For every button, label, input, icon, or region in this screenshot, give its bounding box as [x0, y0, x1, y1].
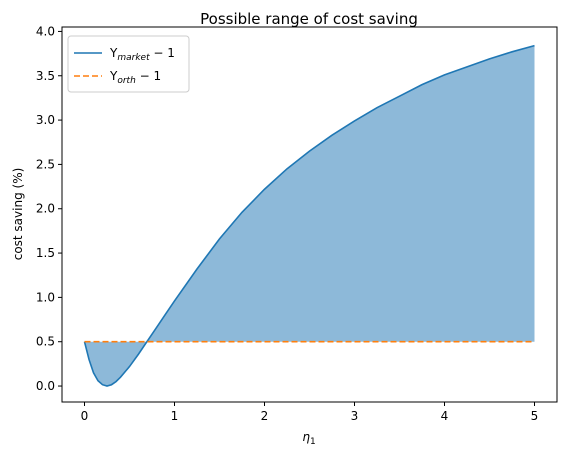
fill-region-layer: [84, 45, 535, 387]
x-axis: 0 1 2 3 4 5: [81, 402, 539, 423]
series-layer: [83, 44, 535, 387]
x-tick-label: 3: [351, 409, 359, 423]
fill-between-area: [84, 45, 535, 387]
y-tick-label: 0.5: [36, 335, 55, 349]
y-tick-label: 4.0: [36, 24, 55, 38]
x-axis-label-subscript: 1: [310, 437, 316, 447]
x-tick-label: 4: [441, 409, 449, 423]
y-axis-label: cost saving (%): [11, 168, 25, 261]
x-tick-label: 5: [531, 409, 539, 423]
y-tick-label: 2.5: [36, 157, 55, 171]
y-axis: 0.0 0.5 1.0 1.5 2.0 2.5 3.0 3.5 4.0: [36, 24, 62, 393]
legend: Ymarket − 1 Yorth − 1: [67, 35, 190, 93]
y-tick-label: 0.0: [36, 379, 55, 393]
plot-frame: [61, 26, 558, 403]
legend-label-market: Ymarket − 1: [109, 46, 175, 63]
x-tick-label: 1: [171, 409, 179, 423]
legend-label-orth: Yorth − 1: [109, 69, 161, 86]
x-tick-label: 0: [81, 409, 89, 423]
x-tick-label: 2: [261, 409, 269, 423]
series-line-market: [83, 44, 535, 387]
y-tick-label: 1.0: [36, 290, 55, 304]
y-tick-label: 3.0: [36, 113, 55, 127]
y-tick-label: 2.0: [36, 202, 55, 216]
x-axis-label: η1: [302, 430, 315, 447]
y-tick-label: 3.5: [36, 69, 55, 83]
legend-box: [67, 35, 190, 93]
y-tick-label: 1.5: [36, 246, 55, 260]
chart-title: Possible range of cost saving: [200, 10, 418, 28]
